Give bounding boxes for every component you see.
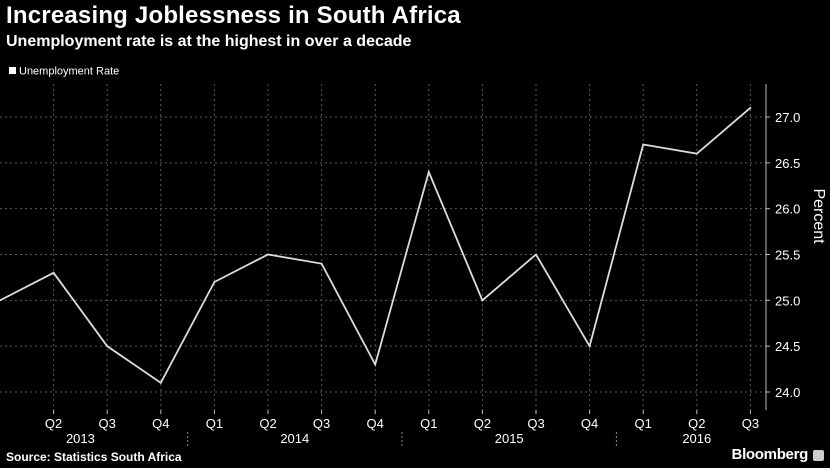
x-tick-label: Q3 bbox=[527, 416, 544, 431]
bloomberg-logo: Bloomberg bbox=[731, 446, 809, 463]
y-tick-label: 27.0 bbox=[775, 110, 800, 125]
x-tick-label: Q2 bbox=[45, 416, 62, 431]
x-tick-label: Q1 bbox=[420, 416, 437, 431]
year-label: 2015 bbox=[495, 431, 524, 446]
label-layer: 24.0 24.5 25.0 25.5 26.0 26.5 27.0 Q2 Q3 Q4 Q1 Q2 Q3… bbox=[45, 110, 800, 446]
year-label: 2013 bbox=[66, 431, 95, 446]
y-tick-label: 24.0 bbox=[775, 385, 800, 400]
x-tick-label: Q4 bbox=[367, 416, 384, 431]
chart-title: Increasing Joblessness in South Africa bbox=[6, 2, 461, 29]
y-tick-label: 25.5 bbox=[775, 248, 800, 263]
year-label: 2016 bbox=[682, 431, 711, 446]
y-axis-label: Percent bbox=[810, 188, 827, 244]
axis-layer bbox=[53, 84, 770, 446]
bloomberg-badge-icon bbox=[813, 450, 824, 461]
year-label: 2014 bbox=[280, 431, 309, 446]
legend-swatch bbox=[9, 67, 16, 74]
source-note: Source: Statistics South Africa bbox=[6, 450, 182, 464]
x-tick-label: Q3 bbox=[313, 416, 330, 431]
y-tick-label: 24.5 bbox=[775, 339, 800, 354]
data-point bbox=[106, 345, 109, 348]
y-tick-label: 25.0 bbox=[775, 293, 800, 308]
legend-label: Unemployment Rate bbox=[19, 66, 119, 78]
data-point bbox=[0, 299, 1, 302]
grid-layer bbox=[0, 84, 766, 410]
data-point bbox=[159, 381, 162, 384]
x-tick-label: Q1 bbox=[635, 416, 652, 431]
data-point bbox=[642, 143, 645, 146]
series-layer bbox=[0, 106, 752, 385]
data-point bbox=[535, 253, 537, 256]
data-point bbox=[695, 152, 698, 155]
x-tick-label: Q4 bbox=[152, 416, 169, 431]
legend: Unemployment Rate bbox=[9, 66, 119, 78]
x-tick-label: Q1 bbox=[206, 416, 223, 431]
y-tick-label: 26.0 bbox=[775, 202, 800, 217]
y-tick-label: 26.5 bbox=[775, 156, 800, 171]
data-point bbox=[52, 271, 55, 274]
x-tick-label: Q2 bbox=[688, 416, 705, 431]
data-point bbox=[320, 262, 323, 265]
data-point bbox=[267, 253, 269, 256]
data-point bbox=[427, 171, 430, 173]
x-tick-label: Q3 bbox=[99, 416, 116, 431]
data-point bbox=[588, 345, 591, 348]
x-tick-label: Q2 bbox=[259, 416, 276, 431]
data-point bbox=[374, 363, 377, 366]
data-point bbox=[481, 299, 484, 302]
x-tick-label: Q3 bbox=[742, 416, 759, 431]
x-tick-label: Q4 bbox=[581, 416, 598, 431]
data-point bbox=[213, 281, 216, 283]
chart-subtitle: Unemployment rate is at the highest in o… bbox=[6, 33, 412, 50]
data-point bbox=[749, 106, 752, 109]
x-tick-label: Q2 bbox=[474, 416, 491, 431]
